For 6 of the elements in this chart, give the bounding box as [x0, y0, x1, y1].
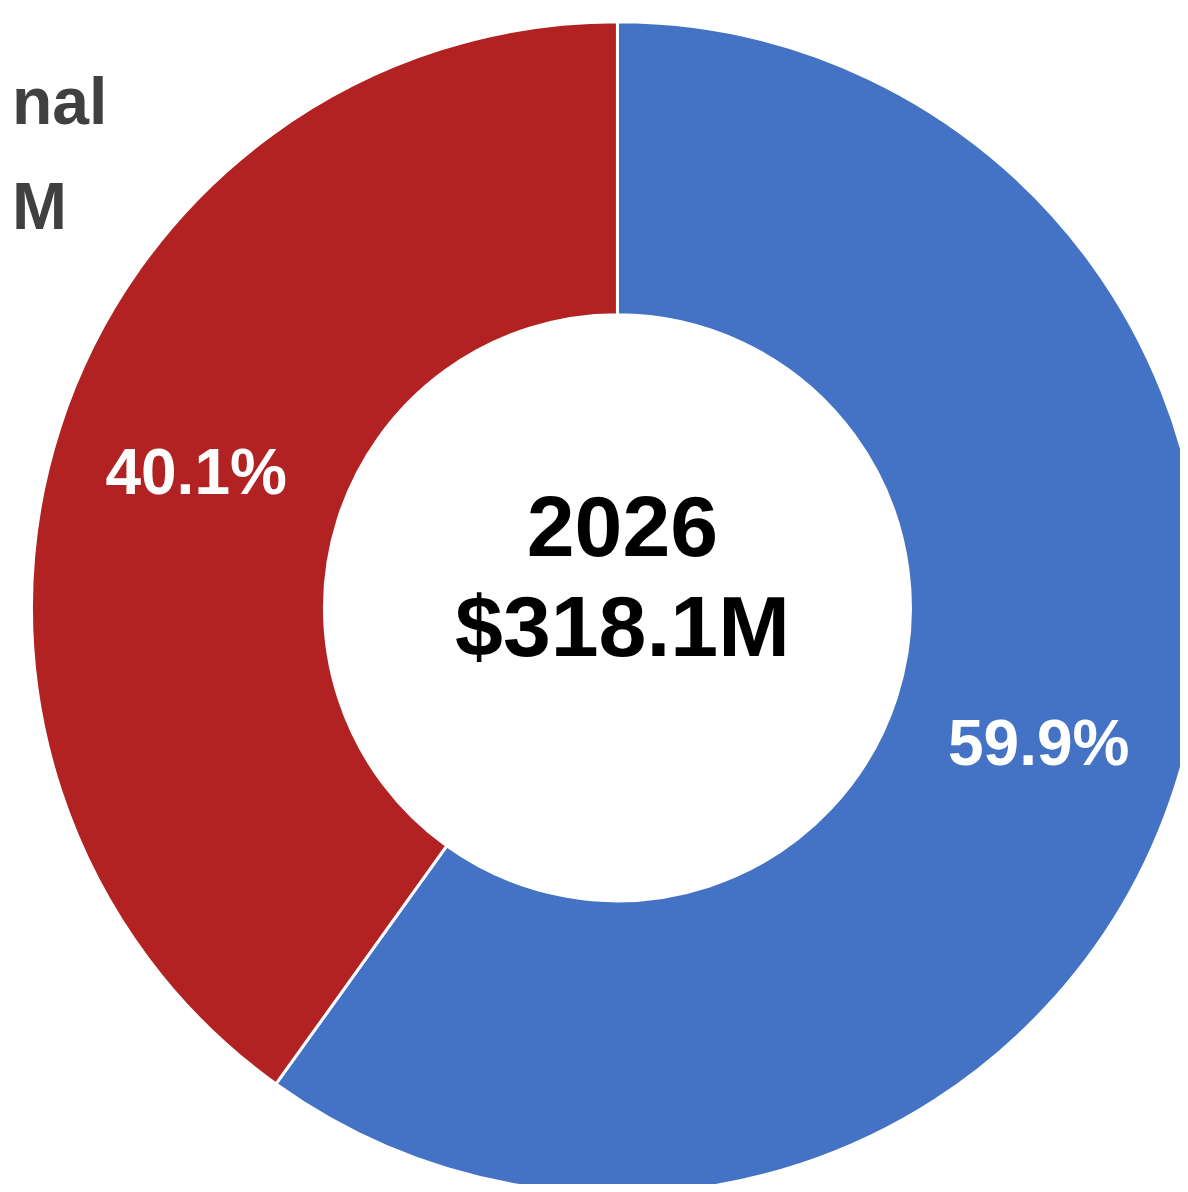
text: nal — [12, 64, 108, 138]
text: M — [12, 169, 67, 243]
data-label: 40.1% — [105, 436, 287, 509]
text: $318.1M — [455, 578, 790, 675]
data-label: 59.9% — [947, 707, 1130, 780]
text: 2026 — [526, 478, 719, 575]
